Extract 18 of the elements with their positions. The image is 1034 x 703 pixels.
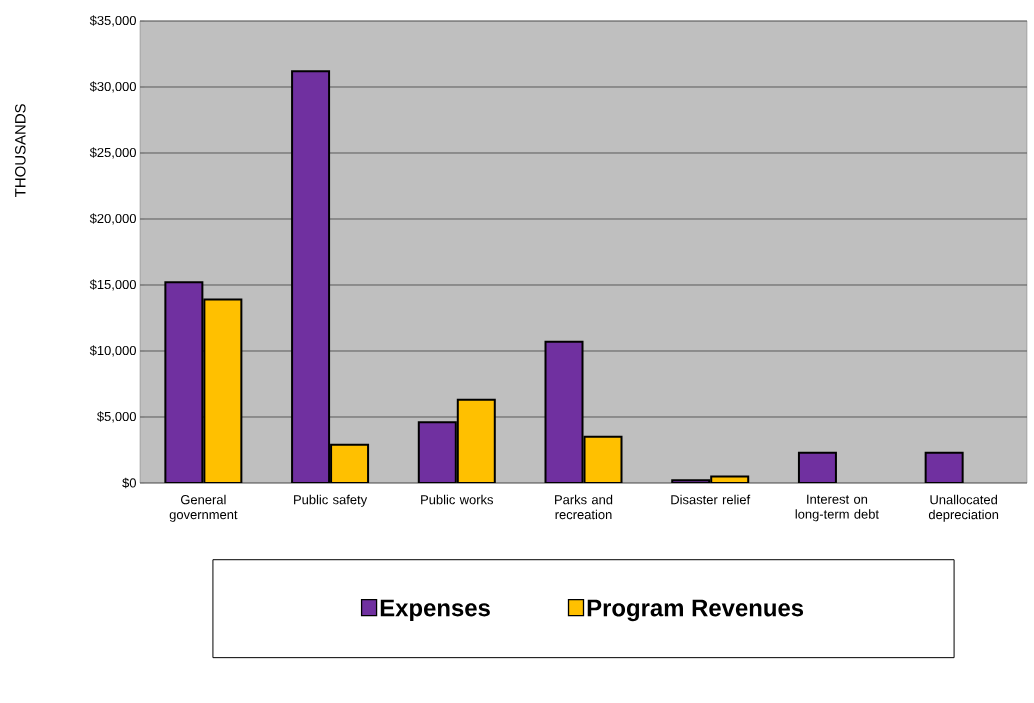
y-tick-label: $5,000 (97, 411, 136, 423)
y-tick-label: $0 (122, 477, 136, 489)
x-tick-label: Unallocated depreciation (928, 494, 999, 522)
y-axis-title: THOUSANDS (15, 104, 26, 197)
x-tick-label: Public safety (294, 494, 368, 507)
y-tick-label: $20,000 (89, 213, 136, 225)
legend-label: Program Revenues (587, 599, 804, 622)
legend-label: Expenses (380, 599, 490, 622)
y-tick-label: $30,000 (89, 81, 136, 93)
y-tick-label: $15,000 (89, 279, 136, 291)
y-tick-label: $35,000 (89, 15, 136, 27)
x-tick-label: Parks and recreation (555, 494, 613, 520)
x-tick-label: Disaster relief (671, 494, 751, 505)
x-tick-label: Public works (421, 494, 494, 505)
x-tick-label: General government (169, 494, 238, 522)
y-tick-label: $10,000 (89, 345, 136, 357)
x-tick-label: Interest on long-term debt (795, 494, 879, 522)
y-tick-label: $25,000 (89, 147, 136, 159)
